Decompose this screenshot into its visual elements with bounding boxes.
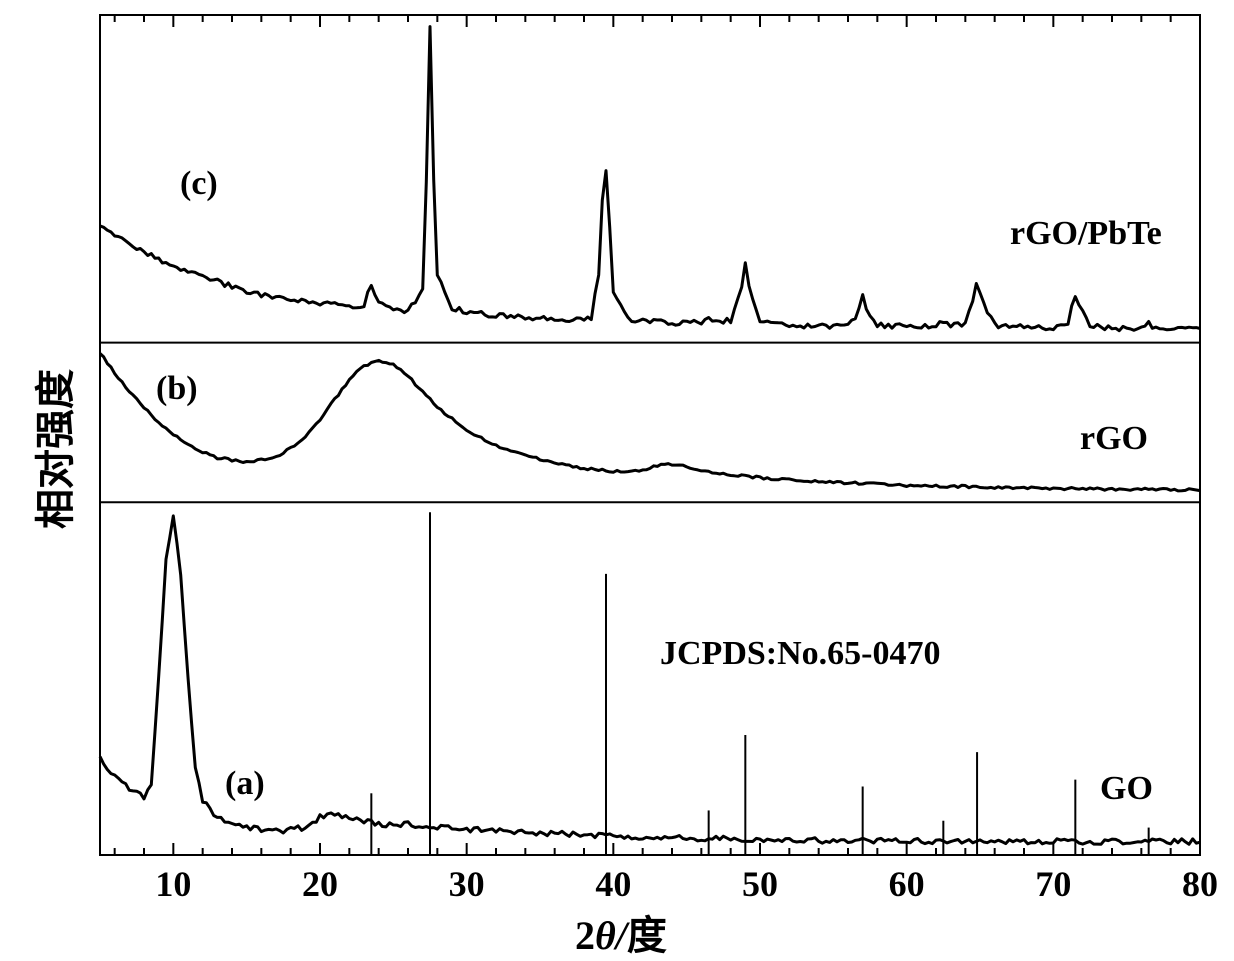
panel-b-label: (b) [156, 370, 198, 408]
x-tick-40: 40 [588, 863, 638, 905]
jcpds-label: JCPDS:No.65-0470 [660, 635, 940, 673]
panel-a-series-label: GO [1100, 770, 1153, 808]
panel-c-series-label: rGO/PbTe [1010, 215, 1162, 253]
panel-c-label: (c) [180, 165, 218, 203]
x-tick-50: 50 [735, 863, 785, 905]
y-axis-label: 相对强度 [23, 369, 81, 529]
x-tick-80: 80 [1175, 863, 1225, 905]
panel-a-label: (a) [225, 765, 265, 803]
x-tick-20: 20 [295, 863, 345, 905]
xrd-svg [0, 0, 1234, 955]
xrd-figure: 相对强度 2θ/度 1020304050607080 (a) GO (b) rG… [0, 0, 1234, 955]
x-tick-10: 10 [148, 863, 198, 905]
panel-b-series-label: rGO [1080, 420, 1148, 458]
x-tick-30: 30 [442, 863, 492, 905]
x-axis-label: 2θ/度 [575, 903, 667, 961]
x-tick-70: 70 [1028, 863, 1078, 905]
x-tick-60: 60 [882, 863, 932, 905]
